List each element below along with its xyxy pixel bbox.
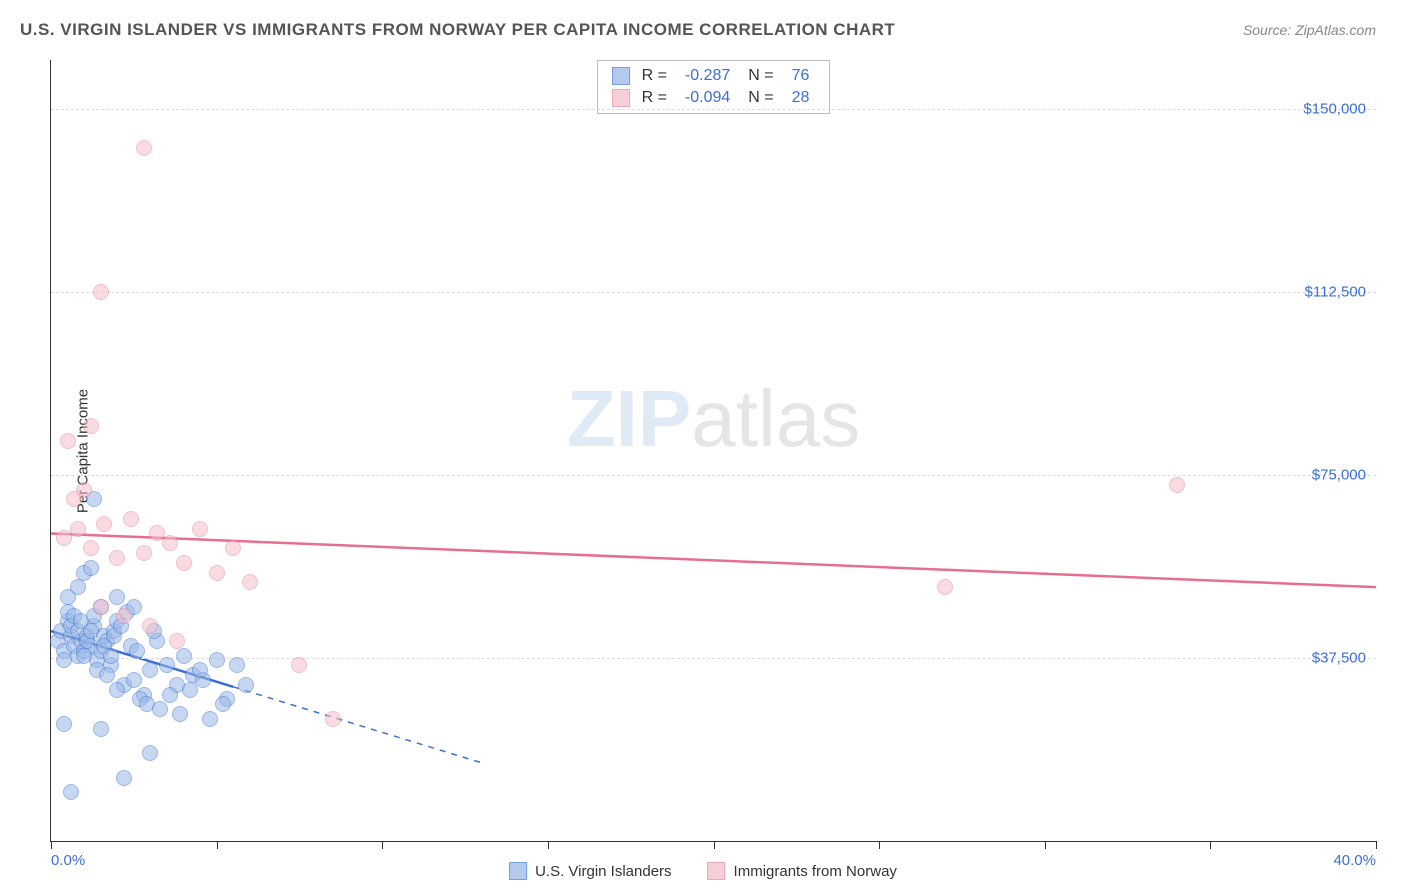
watermark: ZIPatlas (567, 373, 860, 465)
scatter-point (93, 721, 109, 737)
scatter-point (229, 657, 245, 673)
x-tick-label: 0.0% (51, 852, 85, 869)
legend-item: U.S. Virgin Islanders (509, 862, 671, 880)
scatter-point (96, 516, 112, 532)
gridline-h (51, 292, 1376, 293)
scatter-point (152, 701, 168, 717)
scatter-point (93, 284, 109, 300)
gridline-h (51, 109, 1376, 110)
watermark-zip: ZIP (567, 374, 691, 463)
scatter-point (60, 433, 76, 449)
legend-label: Immigrants from Norway (734, 863, 897, 880)
scatter-point (192, 521, 208, 537)
scatter-point (70, 521, 86, 537)
scatter-point (129, 643, 145, 659)
source-label: Source: ZipAtlas.com (1243, 22, 1376, 38)
stat-n-value: 76 (792, 67, 810, 85)
scatter-point (83, 540, 99, 556)
y-tick-label: $37,500 (1312, 649, 1366, 666)
scatter-point (142, 745, 158, 761)
legend-swatch (509, 862, 527, 880)
scatter-point (238, 677, 254, 693)
stat-r-value: -0.094 (685, 89, 730, 107)
scatter-point (109, 589, 125, 605)
x-tick-label: 40.0% (1333, 852, 1376, 869)
scatter-point (103, 648, 119, 664)
scatter-point (109, 682, 125, 698)
scatter-point (142, 662, 158, 678)
watermark-atlas: atlas (691, 374, 860, 463)
stat-n-label: N = (748, 67, 773, 85)
scatter-point (209, 565, 225, 581)
chart-plot-area: Per Capita Income ZIPatlas R =-0.287N =7… (50, 60, 1376, 842)
scatter-point (242, 574, 258, 590)
scatter-point (1169, 477, 1185, 493)
scatter-point (142, 618, 158, 634)
scatter-point (215, 696, 231, 712)
scatter-point (76, 482, 92, 498)
bottom-legend: U.S. Virgin Islanders Immigrants from Nor… (509, 862, 897, 880)
x-tick (217, 841, 218, 849)
scatter-point (116, 608, 132, 624)
stat-r-label: R = (642, 89, 667, 107)
scatter-point (136, 140, 152, 156)
legend-label: U.S. Virgin Islanders (535, 863, 671, 880)
scatter-point (70, 579, 86, 595)
x-tick (1210, 841, 1211, 849)
x-tick (51, 841, 52, 849)
scatter-point (169, 633, 185, 649)
stats-row: R = -0.094 N = 28 (612, 87, 816, 109)
scatter-point (83, 560, 99, 576)
scatter-point (937, 579, 953, 595)
y-tick-label: $112,500 (1305, 283, 1366, 300)
legend-swatch (612, 67, 630, 85)
scatter-point (192, 662, 208, 678)
scatter-point (99, 667, 115, 683)
scatter-point (116, 770, 132, 786)
scatter-point (109, 550, 125, 566)
scatter-point (136, 545, 152, 561)
scatter-point (162, 687, 178, 703)
x-tick (1376, 841, 1377, 849)
x-tick (879, 841, 880, 849)
scatter-point (291, 657, 307, 673)
x-tick (548, 841, 549, 849)
scatter-point (123, 511, 139, 527)
scatter-point (126, 672, 142, 688)
stats-legend-box: R = -0.287 N = 76 R = -0.094 N = 28 (597, 60, 831, 114)
x-tick (1045, 841, 1046, 849)
x-tick (382, 841, 383, 849)
stat-n-value: 28 (792, 89, 810, 107)
trend-lines-layer (51, 60, 1376, 841)
scatter-point (202, 711, 218, 727)
stat-r-label: R = (642, 67, 667, 85)
stat-r-value: -0.287 (685, 67, 730, 85)
scatter-point (83, 418, 99, 434)
scatter-point (325, 711, 341, 727)
scatter-point (159, 657, 175, 673)
scatter-point (176, 555, 192, 571)
y-tick-label: $150,000 (1303, 100, 1366, 117)
stat-n-label: N = (748, 89, 773, 107)
gridline-h (51, 658, 1376, 659)
x-tick (714, 841, 715, 849)
chart-title: U.S. VIRGIN ISLANDER VS IMMIGRANTS FROM … (20, 20, 895, 40)
scatter-point (93, 599, 109, 615)
stats-row: R = -0.287 N = 76 (612, 65, 816, 87)
legend-swatch (612, 89, 630, 107)
legend-item: Immigrants from Norway (708, 862, 897, 880)
legend-swatch (708, 862, 726, 880)
scatter-point (63, 784, 79, 800)
scatter-point (162, 535, 178, 551)
trend-line-dashed (233, 687, 481, 763)
y-tick-label: $75,000 (1312, 466, 1366, 483)
scatter-point (172, 706, 188, 722)
scatter-point (225, 540, 241, 556)
scatter-point (209, 652, 225, 668)
scatter-point (182, 682, 198, 698)
scatter-point (176, 648, 192, 664)
scatter-point (56, 716, 72, 732)
